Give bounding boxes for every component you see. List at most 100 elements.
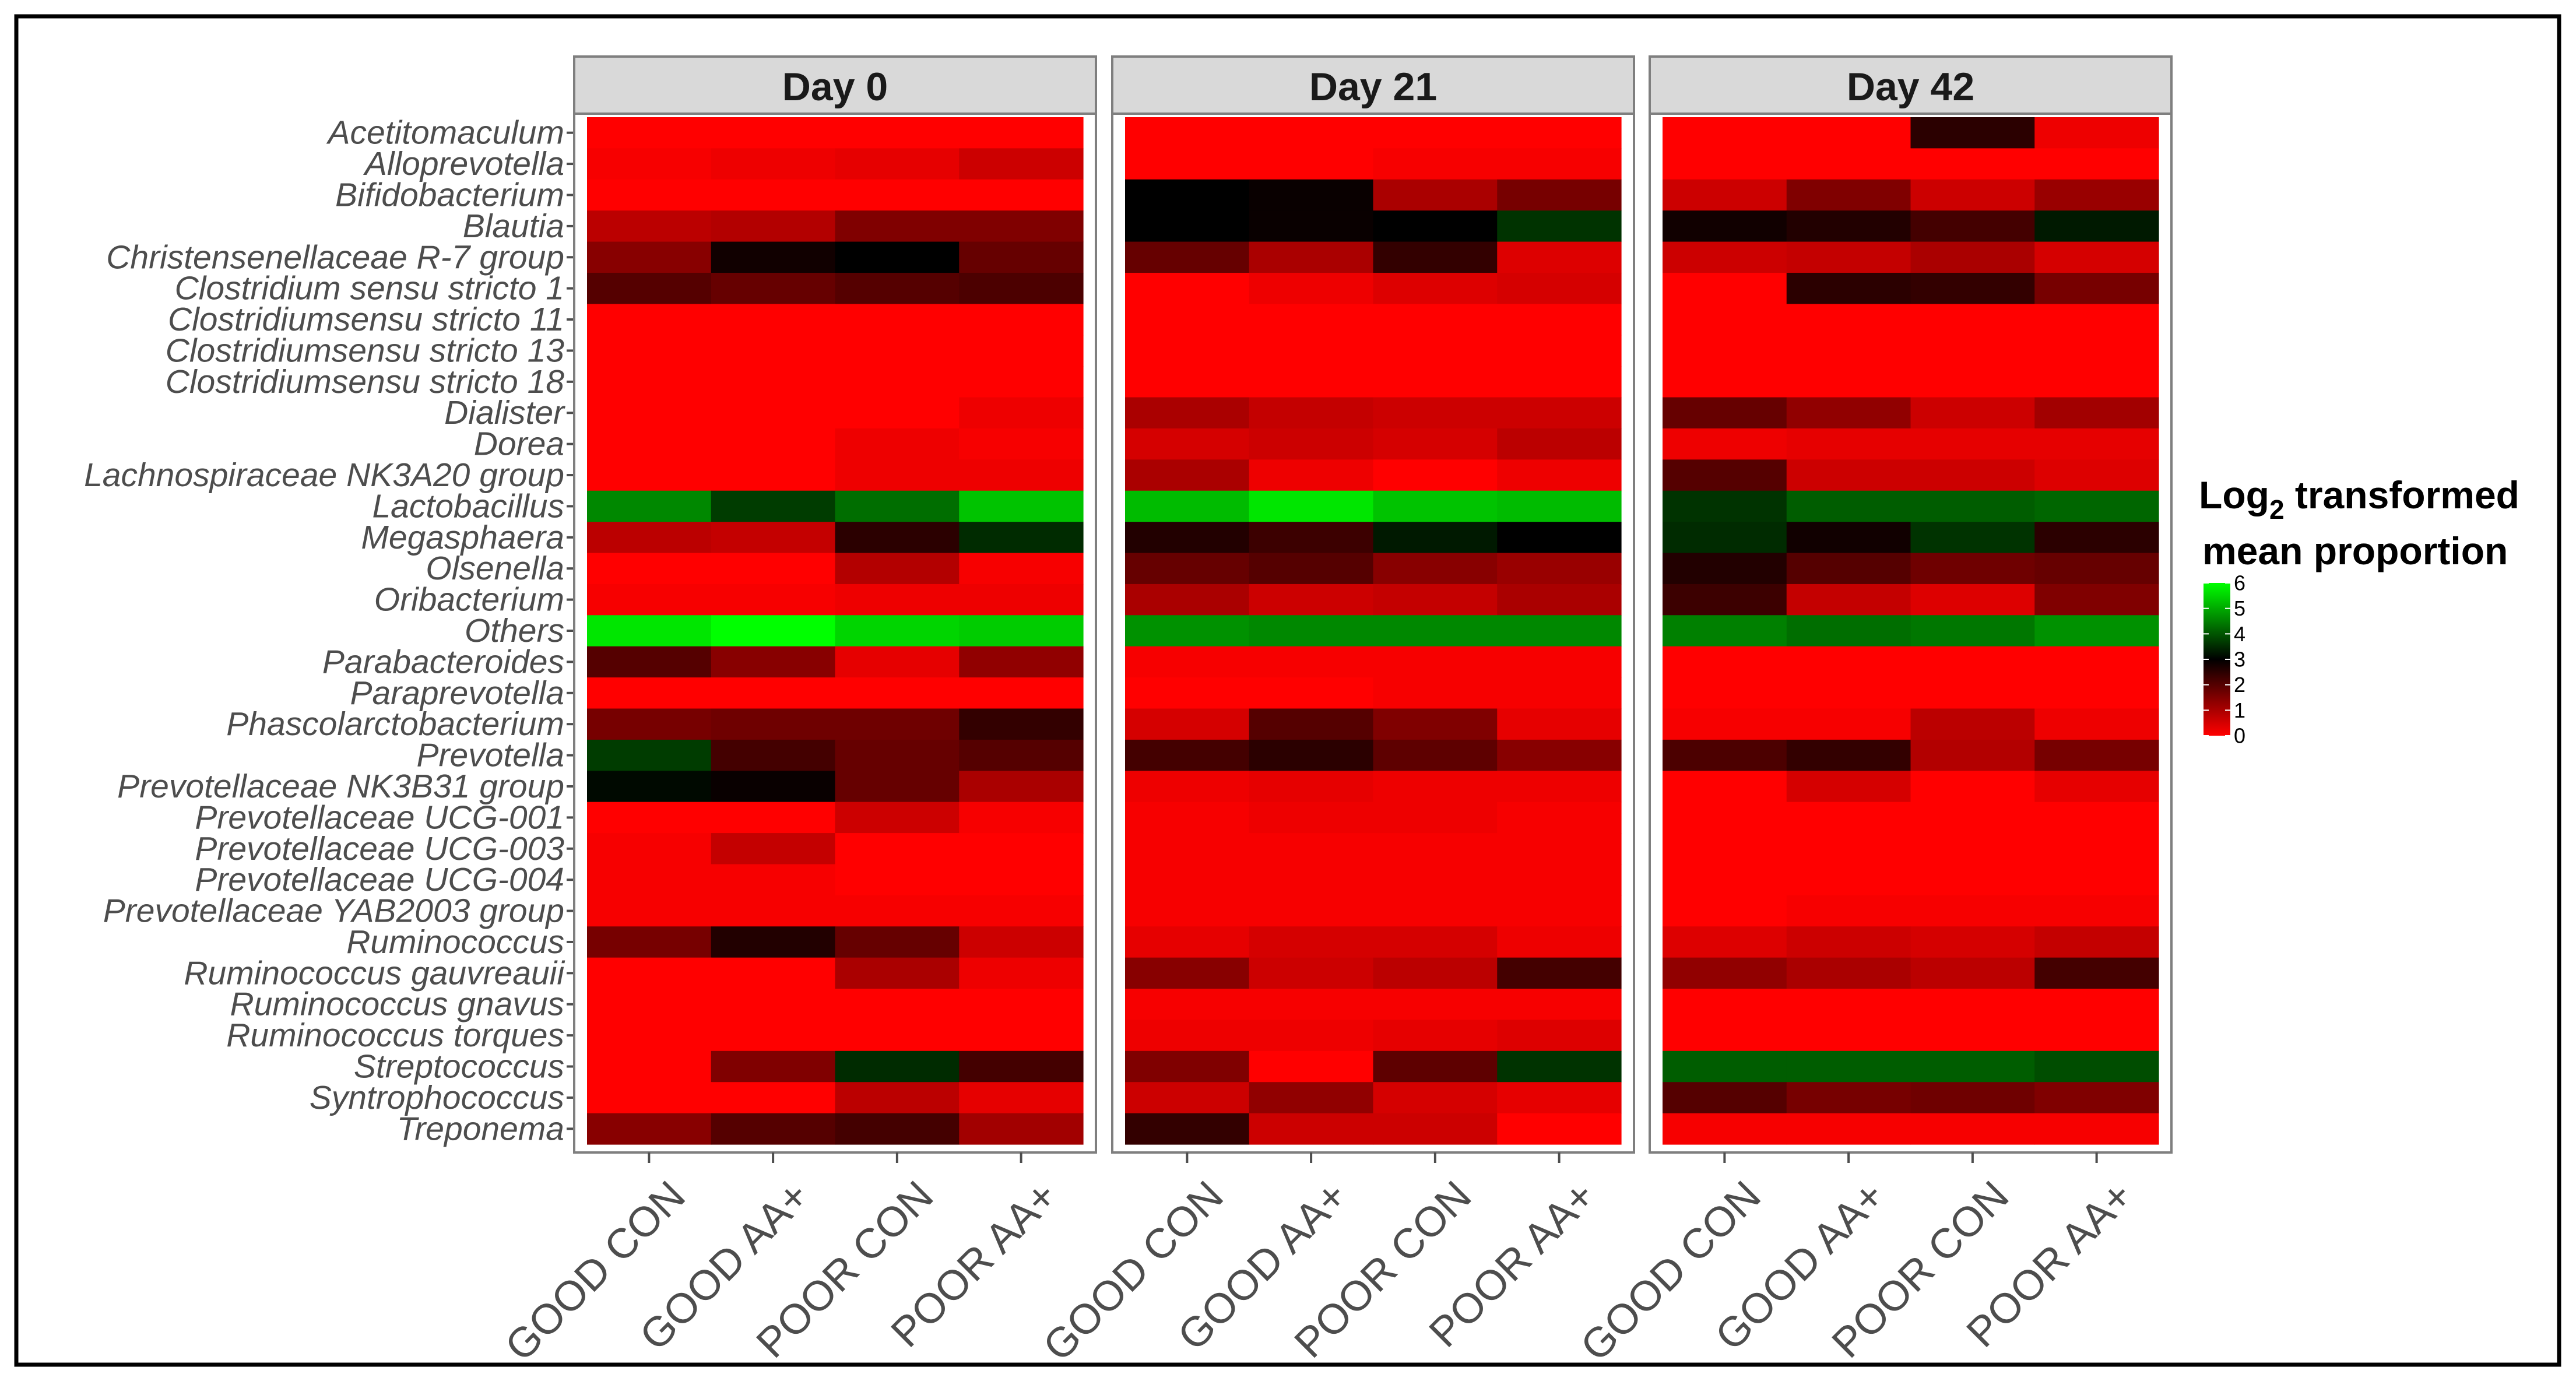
genus-label-lactobacillus: Lactobacillus [372,487,564,525]
heat-cell [1125,366,1250,398]
heat-cell [1910,771,2035,803]
heat-cell [711,895,836,927]
heat-cell [1786,957,1911,989]
heat-cell [1497,553,1622,585]
heat-cell [1910,584,2035,616]
genus-label-prevotella: Prevotella [417,737,564,774]
heat-cell [711,522,836,554]
heat-cell [711,148,836,180]
heat-cell [1125,615,1250,647]
heat-cell [1786,241,1911,273]
heat-cell [835,646,960,678]
heat-cell [1497,957,1622,989]
heat-cell [711,864,836,896]
heat-cell [711,490,836,522]
genus-label-bifidobacterium: Bifidobacterium [335,176,564,213]
heat-cell [711,210,836,243]
heat-cell [2034,428,2159,460]
heat-cell [1373,1050,1498,1083]
heat-cell [2034,397,2159,429]
heat-cell [959,957,1084,989]
heat-cell [1125,241,1250,273]
heat-cell [1663,148,1787,180]
legend-title-line-2: mean proportion [2202,529,2508,572]
heat-cell [1786,117,1911,149]
heat-cell [1373,989,1498,1021]
heat-cell [1663,459,1787,491]
heat-cell [2034,117,2159,149]
heat-cell [959,335,1084,367]
heat-cell [1786,833,1911,865]
heat-cell [835,615,960,647]
heat-cell [1125,428,1250,460]
heat-cell [1497,895,1622,927]
heat-cell [1786,708,1911,740]
genus-label-ruminococcus-gauvreauii: Ruminococcus gauvreauii [184,954,565,992]
heat-cell [1497,646,1622,678]
heat-cell [1786,1082,1911,1114]
heat-cell [1663,241,1787,273]
heat-cell [1125,179,1250,211]
heat-cell [835,895,960,927]
facet-strip [1649,55,2173,115]
heat-cell [959,677,1084,709]
legend-tick-label: 4 [2234,622,2245,646]
heat-cell [587,1050,712,1083]
heat-cell [1497,428,1622,460]
heat-cell [2034,490,2159,522]
heat-cell [1497,459,1622,491]
heat-cell [1910,428,2035,460]
heat-cell [1373,553,1498,585]
heat-cell [1497,1020,1622,1052]
heat-cell [711,553,836,585]
heat-cell [587,428,712,460]
heat-cell [587,802,712,834]
heat-cell [2034,304,2159,336]
heat-cell [835,397,960,429]
heat-cell [835,802,960,834]
genus-label-prevotellaceae-nk3b31-group: Prevotellaceae NK3B31 group [117,768,564,805]
genus-label-others: Others [465,612,564,649]
panel-day-0: Day 0 [573,55,1097,1154]
heat-cell [1373,615,1498,647]
heat-cell [835,210,960,243]
heat-cell [1910,241,2035,273]
heat-cell [959,802,1084,834]
heat-cell [1786,553,1911,585]
heat-cell [1786,802,1911,834]
heat-cell [587,241,712,273]
heat-cell [2034,833,2159,865]
heat-cell [1786,210,1911,243]
heat-cell [959,1082,1084,1114]
genus-label-dialister: Dialister [444,394,565,431]
heat-cell [1373,677,1498,709]
heat-cell [1910,304,2035,336]
heat-cell [1125,802,1250,834]
heat-cell [959,304,1084,336]
heat-cell [1125,397,1250,429]
legend-tick-label: 5 [2234,596,2245,620]
heat-cell [1663,428,1787,460]
heat-cell [587,272,712,304]
heat-cell [587,397,712,429]
heat-cell [835,117,960,149]
heat-cell [959,926,1084,958]
heat-cell [1786,179,1911,211]
heat-cell [1249,1082,1374,1114]
heat-cell [2034,926,2159,958]
heat-cell [2034,1082,2159,1114]
heat-cell [587,708,712,740]
heat-cell [1663,771,1787,803]
genus-label-megasphaera: Megasphaera [361,519,564,556]
heat-cell [2034,210,2159,243]
heat-cell [1663,802,1787,834]
heat-cell [1663,957,1787,989]
heat-cell [1786,864,1911,896]
heat-cell [1497,490,1622,522]
heat-cell [1497,864,1622,896]
heat-cell [1249,584,1374,616]
heat-cell [1910,272,2035,304]
genus-label-treponema: Treponema [397,1110,564,1147]
heat-cell [1910,833,2035,865]
